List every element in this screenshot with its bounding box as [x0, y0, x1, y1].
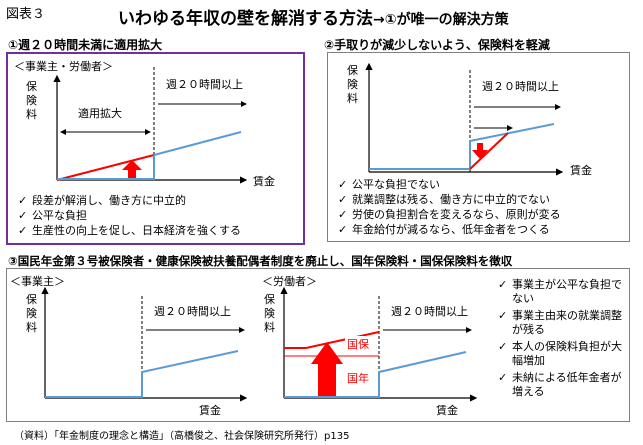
panel3b-up-arrow [311, 342, 343, 396]
panel1-up-arrow [122, 160, 142, 178]
panel1-bullet: ✓ 公平な負担 [18, 208, 241, 223]
panel1-ylabel-2: 険 [26, 94, 37, 107]
panel2-bullet: ✓ 就業調整は残る、働き方に中立的でない [338, 192, 561, 207]
panel2-title: ②手取りが減少しないよう、保険料を軽減 [324, 38, 550, 52]
panel2-bullets: ✓ 公平な負担でない ✓ 就業調整は残る、働き方に中立的でない ✓ 労使の負担割合を変… [338, 177, 561, 237]
panel1-box [6, 52, 305, 245]
check-icon: ✓ [498, 278, 508, 291]
panel3-employer-chart: 保 険 料 週２０時間以上 賃金 [26, 286, 248, 417]
panel2-bullet-text: 労使の負担割合を変えるなら、原則が変る [352, 208, 561, 221]
main-title-subtext: →①が唯一の解決方策 [373, 12, 509, 28]
panel3-box [6, 268, 630, 422]
figure-label: 図表３ [6, 7, 46, 22]
panel3-employer-label: ＜事業主＞ [10, 275, 65, 288]
panel3b-xlabel: 賃金 [436, 403, 458, 417]
panel2-ylabel-2: 険 [347, 78, 358, 91]
panel3-bullet-text: 本人の保険料負担が大幅増加 [512, 340, 622, 367]
panel3-bullet-text: 未納による低年金者が増える [512, 371, 622, 398]
check-icon: ✓ [18, 194, 28, 207]
panel3-worker-label: ＜労働者＞ [262, 275, 317, 288]
main-title: いわゆる年収の壁を解消する方法→①が唯一の解決方策 [118, 4, 509, 29]
check-icon: ✓ [338, 193, 348, 206]
panel1-chart: 保 険 料 週２０時間以上 適用拡大 賃金 [26, 67, 275, 188]
panel2-bullet: ✓ 労使の負担割合を変えるなら、原則が変る [338, 207, 561, 222]
panel2-bullet-text: 就業調整は残る、働き方に中立的でない [352, 193, 550, 206]
panel2-ylabel-1: 保 [347, 63, 358, 77]
panel3b-ylabel-1: 保 [264, 292, 275, 306]
check-icon: ✓ [498, 309, 508, 322]
panel3a-ylabel-2: 険 [26, 307, 37, 320]
panel2-bullet-text: 公平な負担でない [352, 178, 440, 191]
panel3b-ylabel-3: 料 [264, 320, 275, 334]
panel3b-threshold-label: 週２０時間以上 [391, 305, 468, 318]
panel3-bullet-text: 事業主由来の就業調整が残る [512, 309, 622, 336]
panel3-title: ③国民年金第３号被保険者・健康保険被扶養配偶者制度を廃止し、国年保険料・国保保険… [8, 254, 513, 268]
panel2-blue-line [369, 123, 555, 170]
panel1-bullet-text: 公平な負担 [32, 209, 87, 222]
panel1-perspective: ＜事業主・労働者＞ [14, 60, 113, 73]
panel1-xlabel: 賃金 [253, 174, 275, 188]
panel1-step-line [57, 155, 155, 180]
panel2-chart: 保 険 料 週２０時間以上 賃金 [347, 62, 592, 177]
panel1-bullet-text: 生産性の向上を促し、日本経済を強くする [32, 224, 241, 237]
panel3b-kokunen-bg [345, 370, 372, 386]
panel1-bullet: ✓ 生産性の向上を促し、日本経済を強くする [18, 223, 241, 238]
panel2-box [327, 52, 630, 242]
panel1-expand-label: 適用拡大 [78, 106, 122, 120]
panel2-down-arrow [472, 143, 488, 159]
panel1-bullet: ✓ 段差が解消し、働き方に中立的 [18, 193, 241, 208]
panel2-ylabel-3: 料 [347, 91, 358, 105]
panel3-bullet: ✓ 事業主由来の就業調整が残る [498, 309, 624, 337]
panel3a-threshold-label: 週２０時間以上 [154, 305, 231, 318]
panel3b-kokunen-label: 国年 [347, 371, 369, 385]
panel1-threshold-label: 週２０時間以上 [166, 78, 243, 91]
panel1-blue-line [153, 131, 242, 156]
panel1-red-line [56, 154, 155, 181]
panel1-ylabel-1: 保 [26, 79, 37, 93]
panel2-bullet-text: 年金給付が減るなら、低年金者をつくる [352, 223, 550, 236]
panel3-bullet: ✓ 本人の保険料負担が大幅増加 [498, 340, 624, 368]
panel1-title: ①週２０時間未満に適用拡大 [8, 38, 163, 52]
panel3b-kokuho-label: 国保 [347, 337, 369, 351]
panel3-worker-chart: 保 険 料 週２０時間以上 国保 国年 賃金 [264, 286, 478, 417]
panel3-bullet-text: 事業主が公平な負担でない [512, 278, 622, 305]
panel3-bullet: ✓ 未納による低年金者が増える [498, 371, 624, 399]
check-icon: ✓ [18, 224, 28, 237]
panel2-xlabel: 賃金 [570, 163, 592, 177]
check-icon: ✓ [338, 223, 348, 236]
panel2-red-line [469, 132, 509, 170]
panel3b-blue-line [284, 351, 467, 398]
check-icon: ✓ [18, 209, 28, 222]
check-icon: ✓ [338, 208, 348, 221]
panel3-bullet: ✓ 事業主が公平な負担でない [498, 278, 624, 306]
panel2-threshold-label: 週２０時間以上 [482, 80, 559, 93]
panel3-bullets: ✓ 事業主が公平な負担でない ✓ 事業主由来の就業調整が残る ✓ 本人の保険料負担が大… [498, 278, 624, 402]
panel2-bullet: ✓ 公平な負担でない [338, 177, 561, 192]
check-icon: ✓ [498, 371, 508, 384]
check-icon: ✓ [498, 340, 508, 353]
main-title-text: いわゆる年収の壁を解消する方法 [118, 9, 373, 29]
panel1-bullet-text: 段差が解消し、働き方に中立的 [32, 194, 186, 207]
panel1-bullets: ✓ 段差が解消し、働き方に中立的 ✓ 公平な負担 ✓ 生産性の向上を促し、日本経済を強… [18, 193, 241, 238]
panel2-bullet: ✓ 年金給付が減るなら、低年金者をつくる [338, 222, 561, 237]
panel3b-ylabel-2: 険 [264, 307, 275, 320]
panel3a-xlabel: 賃金 [199, 403, 221, 417]
panel3a-ylabel-1: 保 [26, 292, 37, 306]
panel1-ylabel-3: 料 [26, 107, 37, 121]
panel3b-kokuho-bg [345, 336, 372, 352]
panel3a-ylabel-3: 料 [26, 320, 37, 334]
panel3a-blue-line [45, 350, 239, 398]
check-icon: ✓ [338, 178, 348, 191]
source-note: （資料）「年金制度の理念と構造」（高橋俊之、社会保険研究所発行）p135 [14, 431, 350, 442]
